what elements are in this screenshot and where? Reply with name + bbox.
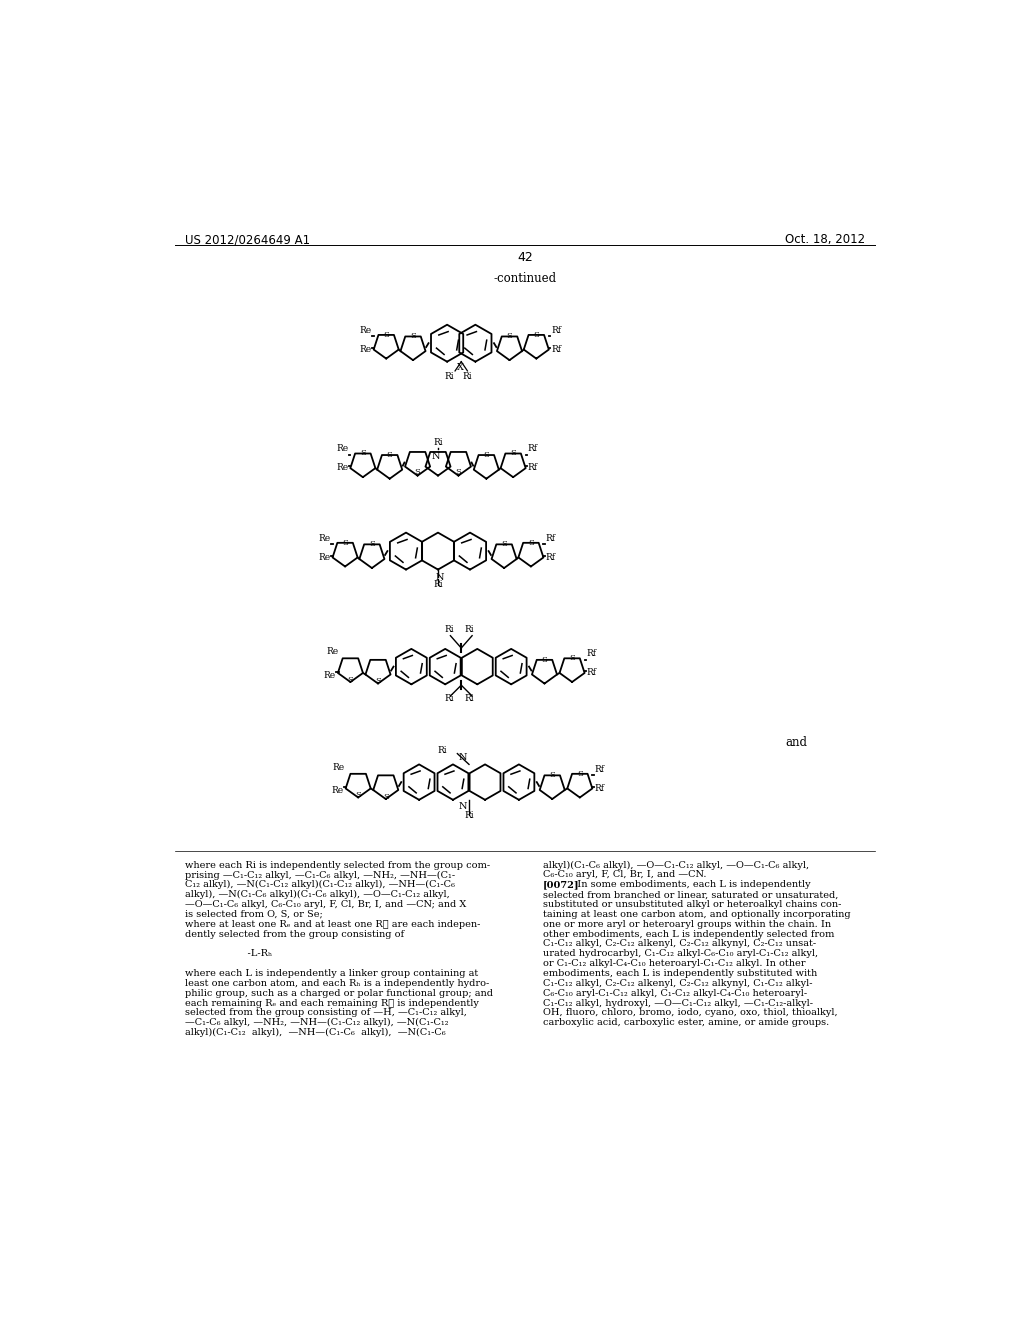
Text: Rf: Rf [546, 553, 556, 562]
Text: Re: Re [359, 326, 372, 334]
Text: Ri: Ri [437, 746, 447, 755]
Text: Ri: Ri [444, 626, 454, 634]
Text: OH, fluoro, chloro, bromo, iodo, cyano, oxo, thiol, thioalkyl,: OH, fluoro, chloro, bromo, iodo, cyano, … [543, 1008, 838, 1018]
Text: S: S [528, 539, 534, 546]
Text: N: N [431, 451, 440, 461]
Text: -continued: -continued [494, 272, 556, 285]
Text: S: S [369, 540, 375, 548]
Text: S: S [383, 331, 389, 339]
Text: S: S [359, 449, 366, 457]
Text: alkyl)(C₁-C₆ alkyl), —O—C₁-C₁₂ alkyl, —O—C₁-C₆ alkyl,: alkyl)(C₁-C₆ alkyl), —O—C₁-C₁₂ alkyl, —O… [543, 861, 809, 870]
Text: [0072]: [0072] [543, 880, 580, 890]
Text: where each Ri is independently selected from the group com-: where each Ri is independently selected … [184, 861, 489, 870]
Text: is selected from O, S, or Se;: is selected from O, S, or Se; [184, 909, 323, 919]
Text: other embodiments, each L is independently selected from: other embodiments, each L is independent… [543, 929, 834, 939]
Text: dently selected from the group consisting of: dently selected from the group consistin… [184, 929, 403, 939]
Text: C₁-C₁₂ alkyl, C₂-C₁₂ alkenyl, C₂-C₁₂ alkynyl, C₂-C₁₂ unsat-: C₁-C₁₂ alkyl, C₂-C₁₂ alkenyl, C₂-C₁₂ alk… [543, 940, 816, 949]
Text: 42: 42 [517, 251, 532, 264]
Text: N: N [458, 803, 467, 810]
Text: —C₁-C₆ alkyl, —NH₂, —NH—(C₁-C₁₂ alkyl), —N(C₁-C₁₂: —C₁-C₆ alkyl, —NH₂, —NH—(C₁-C₁₂ alkyl), … [184, 1018, 449, 1027]
Text: Ri: Ri [433, 581, 442, 589]
Text: N: N [435, 573, 444, 582]
Text: S: S [483, 451, 489, 459]
Text: where at least one Rₑ and at least one R⁦ are each indepen-: where at least one Rₑ and at least one R… [184, 920, 480, 929]
Text: X: X [458, 363, 464, 372]
Text: Rf: Rf [595, 764, 604, 774]
Text: S: S [534, 331, 540, 339]
Text: each remaining Rₑ and each remaining R⁦ is independently: each remaining Rₑ and each remaining R⁦ … [184, 999, 478, 1007]
Text: S: S [347, 676, 353, 684]
Text: and: and [785, 737, 807, 748]
Text: Rf: Rf [551, 345, 561, 354]
Text: prising —C₁-C₁₂ alkyl, —C₁-C₆ alkyl, —NH₂, —NH—(C₁-: prising —C₁-C₁₂ alkyl, —C₁-C₆ alkyl, —NH… [184, 870, 455, 879]
Text: Oct. 18, 2012: Oct. 18, 2012 [785, 234, 865, 246]
Text: S: S [375, 677, 381, 685]
Text: S: S [510, 449, 516, 457]
Text: S: S [355, 791, 361, 799]
Text: Ri: Ri [463, 372, 472, 380]
Text: Re: Re [359, 345, 372, 354]
Text: selected from the group consisting of —H, —C₁-C₁₂ alkyl,: selected from the group consisting of —H… [184, 1008, 467, 1018]
Text: Ri: Ri [433, 438, 442, 447]
Text: Rf: Rf [551, 326, 561, 334]
Text: S: S [577, 770, 583, 777]
Text: Re: Re [318, 553, 331, 562]
Text: Ri: Ri [464, 694, 474, 704]
Text: alkyl)(C₁-C₁₂  alkyl),  —NH—(C₁-C₆  alkyl),  —N(C₁-C₆: alkyl)(C₁-C₁₂ alkyl), —NH—(C₁-C₆ alkyl),… [184, 1028, 445, 1038]
Text: embodiments, each L is independently substituted with: embodiments, each L is independently sub… [543, 969, 817, 978]
Text: Ri: Ri [464, 626, 474, 634]
Text: Rf: Rf [546, 533, 556, 543]
Text: philic group, such as a charged or polar functional group; and: philic group, such as a charged or polar… [184, 989, 493, 998]
Text: S: S [383, 793, 389, 801]
Text: one or more aryl or heteroaryl groups within the chain. In: one or more aryl or heteroaryl groups wi… [543, 920, 830, 929]
Text: US 2012/0264649 A1: US 2012/0264649 A1 [184, 234, 309, 246]
Text: Rf: Rf [527, 463, 538, 473]
Text: Re: Re [318, 533, 331, 543]
Text: S: S [569, 655, 575, 663]
Text: Ri: Ri [444, 372, 454, 380]
Text: S: S [507, 333, 512, 341]
Text: substituted or unsubstituted alkyl or heteroalkyl chains con-: substituted or unsubstituted alkyl or he… [543, 900, 841, 909]
Text: alkyl), —N(C₁-C₆ alkyl)(C₁-C₆ alkyl), —O—C₁-C₁₂ alkyl,: alkyl), —N(C₁-C₆ alkyl)(C₁-C₆ alkyl), —O… [184, 890, 450, 899]
Text: S: S [501, 540, 507, 548]
Text: S: S [415, 467, 421, 475]
Text: Re: Re [332, 787, 343, 795]
Text: urated hydrocarbyl, C₁-C₁₂ alkyl-C₆-C₁₀ aryl-C₁-C₁₂ alkyl,: urated hydrocarbyl, C₁-C₁₂ alkyl-C₆-C₁₀ … [543, 949, 818, 958]
Text: C₆-C₁₀ aryl-C₁-C₁₂ alkyl, C₁-C₁₂ alkyl-C₄-C₁₀ heteroaryl-: C₆-C₁₀ aryl-C₁-C₁₂ alkyl, C₁-C₁₂ alkyl-C… [543, 989, 807, 998]
Text: or C₁-C₁₂ alkyl-C₄-C₁₀ heteroaryl-C₁-C₁₂ alkyl. In other: or C₁-C₁₂ alkyl-C₄-C₁₀ heteroaryl-C₁-C₁₂… [543, 960, 805, 968]
Text: S: S [342, 539, 348, 546]
Text: In some embodiments, each L is independently: In some embodiments, each L is independe… [570, 880, 810, 890]
Text: C₁₂ alkyl), —N(C₁-C₁₂ alkyl)(C₁-C₁₂ alkyl), —NH—(C₁-C₆: C₁₂ alkyl), —N(C₁-C₁₂ alkyl)(C₁-C₁₂ alky… [184, 880, 455, 890]
Text: C₁-C₁₂ alkyl, C₂-C₁₂ alkenyl, C₂-C₁₂ alkynyl, C₁-C₁₂ alkyl-: C₁-C₁₂ alkyl, C₂-C₁₂ alkenyl, C₂-C₁₂ alk… [543, 979, 812, 987]
Text: selected from branched or linear, saturated or unsaturated,: selected from branched or linear, satura… [543, 890, 838, 899]
Text: carboxylic acid, carboxylic ester, amine, or amide groups.: carboxylic acid, carboxylic ester, amine… [543, 1018, 828, 1027]
Text: -L-Rₕ: -L-Rₕ [184, 949, 271, 958]
Text: S: S [410, 333, 416, 341]
Text: C₁-C₁₂ alkyl, hydroxyl, —O—C₁-C₁₂ alkyl, —C₁-C₁₂-alkyl-: C₁-C₁₂ alkyl, hydroxyl, —O—C₁-C₁₂ alkyl,… [543, 999, 813, 1007]
Text: Re: Re [324, 671, 336, 680]
Text: S: S [542, 656, 548, 664]
Text: Ri: Ri [464, 812, 474, 820]
Text: Ri: Ri [444, 694, 454, 704]
Text: least one carbon atom, and each Rₕ is a independently hydro-: least one carbon atom, and each Rₕ is a … [184, 979, 488, 987]
Text: S: S [387, 451, 392, 459]
Text: Rf: Rf [527, 445, 538, 453]
Text: —O—C₁-C₆ alkyl, C₆-C₁₀ aryl, F, Cl, Br, I, and —CN; and X: —O—C₁-C₆ alkyl, C₆-C₁₀ aryl, F, Cl, Br, … [184, 900, 466, 909]
Text: S: S [456, 467, 462, 475]
Text: Rf: Rf [587, 668, 597, 677]
Text: where each L is independently a linker group containing at: where each L is independently a linker g… [184, 969, 478, 978]
Text: Re: Re [333, 763, 345, 772]
Text: N: N [458, 754, 467, 762]
Text: Rf: Rf [595, 784, 604, 793]
Text: Re: Re [327, 648, 339, 656]
Text: taining at least one carbon atom, and optionally incorporating: taining at least one carbon atom, and op… [543, 909, 850, 919]
Text: S: S [549, 771, 555, 779]
Text: Re: Re [336, 463, 348, 473]
Text: Rf: Rf [587, 649, 597, 657]
Text: C₆-C₁₀ aryl, F, Cl, Br, I, and —CN.: C₆-C₁₀ aryl, F, Cl, Br, I, and —CN. [543, 870, 707, 879]
Text: Re: Re [336, 445, 348, 453]
